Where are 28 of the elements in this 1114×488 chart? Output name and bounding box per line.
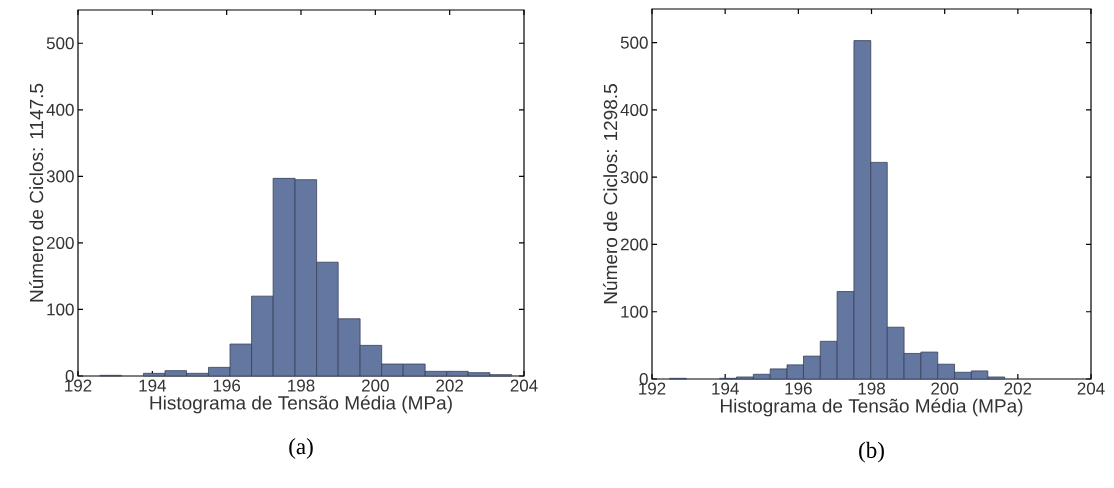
y-tick-label: 200 xyxy=(620,238,648,251)
x-tick-label: 196 xyxy=(213,379,241,392)
y-tick-label: 100 xyxy=(47,303,74,316)
x-axis-title: Histograma de Tensão Média (MPa) xyxy=(720,398,1023,417)
y-tick-label: 300 xyxy=(46,170,74,183)
x-tick-label: 202 xyxy=(436,379,463,392)
text: (b) xyxy=(859,441,884,463)
x-tick-label: 200 xyxy=(362,379,389,392)
y-tick-label: 400 xyxy=(46,103,74,116)
y-tick-label: 500 xyxy=(46,37,74,50)
x-tick-label: 198 xyxy=(288,379,315,392)
x-axis-title: Histograma de Tensão Média (MPa) xyxy=(150,395,452,414)
x-tick-label: 196 xyxy=(785,382,812,395)
x-tick-label: 198 xyxy=(858,382,885,395)
text: (a) xyxy=(289,438,313,459)
x-tick-label: 194 xyxy=(139,379,167,392)
x-tick-label: 204 xyxy=(1077,382,1105,395)
y-axis-title: Número de Ciclos: 1147.5 xyxy=(29,83,44,302)
x-tick-label: 200 xyxy=(931,382,959,395)
y-tick-label: 200 xyxy=(46,236,74,249)
y-tick-label: 100 xyxy=(621,305,648,318)
x-tick-label: 194 xyxy=(712,382,739,395)
y-axis-title: Número de Ciclos: 1298.5 xyxy=(603,84,618,304)
x-tick-label: 202 xyxy=(1004,382,1032,395)
y-tick-label: 400 xyxy=(620,103,648,116)
x-tick-label: 204 xyxy=(510,379,538,392)
y-tick-label: 300 xyxy=(620,171,648,184)
y-tick-label: 500 xyxy=(620,36,648,49)
